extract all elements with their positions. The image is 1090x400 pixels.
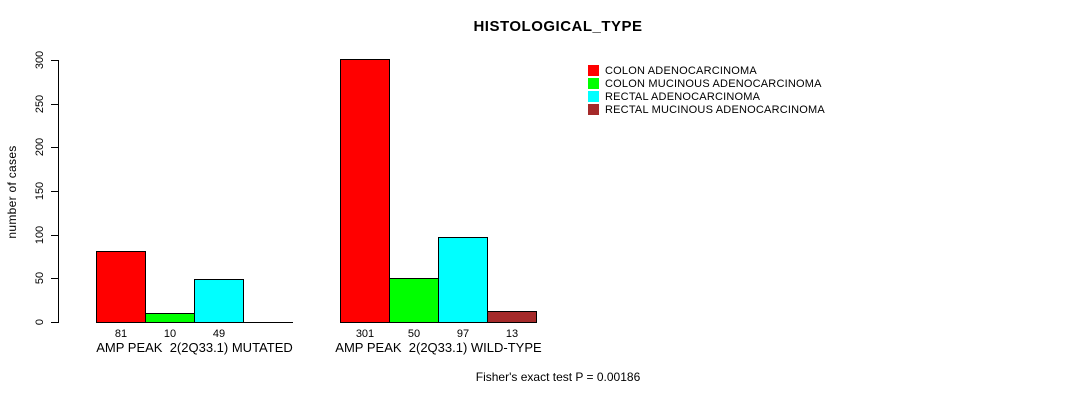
y-tick <box>51 147 58 148</box>
bar <box>145 313 195 323</box>
fisher-test-note: Fisher's exact test P = 0.00186 <box>475 370 641 384</box>
y-tick-label: 300 <box>34 50 46 70</box>
legend-label: RECTAL ADENOCARCINOMA <box>605 90 761 103</box>
y-tick <box>51 60 58 61</box>
bar <box>487 311 537 323</box>
y-tick-label: 50 <box>34 271 46 285</box>
y-tick-label: 150 <box>34 181 46 201</box>
legend-item: RECTAL MUCINOUS ADENOCARCINOMA <box>588 103 825 116</box>
bar-value-label: 81 <box>114 328 128 340</box>
bar-value-label: 97 <box>456 328 470 340</box>
legend-swatch <box>588 65 599 76</box>
zero-height-bar <box>243 322 293 323</box>
legend-swatch <box>588 78 599 89</box>
bar-value-label: 301 <box>355 328 375 340</box>
legend-item: COLON ADENOCARCINOMA <box>588 64 825 77</box>
bar <box>96 251 146 323</box>
bar-value-label: 10 <box>163 328 177 340</box>
y-axis-label: number of cases <box>5 145 19 239</box>
legend-item: RECTAL ADENOCARCINOMA <box>588 90 825 103</box>
y-tick-label: 200 <box>34 137 46 157</box>
bar <box>438 237 488 323</box>
legend-label: COLON ADENOCARCINOMA <box>605 64 757 77</box>
y-tick-label: 250 <box>34 94 46 114</box>
legend-item: COLON MUCINOUS ADENOCARCINOMA <box>588 77 825 90</box>
y-tick <box>51 104 58 105</box>
y-tick <box>51 191 58 192</box>
y-tick-label: 100 <box>34 225 46 245</box>
group-label: AMP PEAK 2(2Q33.1) WILD-TYPE <box>335 340 542 355</box>
group-label: AMP PEAK 2(2Q33.1) MUTATED <box>96 340 293 355</box>
legend-swatch <box>588 91 599 102</box>
y-tick <box>51 235 58 236</box>
legend-label: RECTAL MUCINOUS ADENOCARCINOMA <box>605 103 825 116</box>
chart-title: HISTOLOGICAL_TYPE <box>473 18 643 35</box>
legend-label: COLON MUCINOUS ADENOCARCINOMA <box>605 77 822 90</box>
y-axis <box>58 60 59 323</box>
y-tick-label: 0 <box>34 318 46 326</box>
legend: COLON ADENOCARCINOMA COLON MUCINOUS ADENO… <box>588 64 825 116</box>
bar-value-label: 49 <box>212 328 226 340</box>
y-tick <box>51 278 58 279</box>
bar-value-label: 50 <box>407 328 421 340</box>
bar <box>340 59 390 323</box>
legend-swatch <box>588 104 599 115</box>
bar-value-label: 13 <box>505 328 519 340</box>
bar <box>194 279 244 323</box>
bar <box>389 278 439 323</box>
y-tick <box>51 322 58 323</box>
